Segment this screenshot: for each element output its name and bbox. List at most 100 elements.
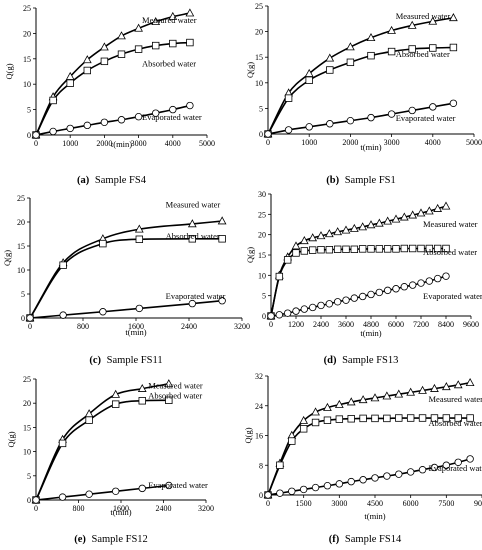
marker-triangle	[441, 382, 451, 391]
marker-circle	[111, 487, 120, 495]
y-tick-label: 15	[258, 251, 266, 260]
series-line	[267, 46, 454, 135]
y-tick-label: 20	[23, 399, 31, 408]
marker-square	[135, 235, 144, 243]
marker-triangle	[323, 402, 332, 411]
marker-square	[358, 245, 367, 253]
marker-square	[326, 66, 334, 74]
series-label: Absorbed water	[423, 247, 477, 257]
marker-square	[100, 57, 109, 66]
marker-square	[188, 235, 197, 243]
marker-triangle	[424, 206, 434, 215]
y-tick-label: 15	[23, 55, 31, 64]
x-tick-label: 5000	[466, 138, 482, 147]
marker-circle	[335, 480, 344, 488]
x-tick-label: 3000	[384, 138, 400, 147]
marker-circle	[347, 477, 355, 486]
marker-square	[466, 414, 474, 422]
series-label: Measured water	[142, 15, 197, 25]
marker-triangle	[416, 208, 426, 217]
marker-square	[308, 246, 317, 254]
marker-square	[66, 79, 74, 87]
marker-triangle	[134, 23, 143, 32]
marker-circle	[165, 481, 173, 490]
marker-circle	[323, 482, 332, 490]
marker-square	[186, 38, 194, 47]
marker-triangle	[291, 241, 301, 250]
y-tick-label: 5	[259, 104, 263, 113]
series-line	[270, 247, 446, 317]
x-tick-label: 3000	[131, 139, 147, 148]
y-tick-label: 5	[21, 290, 25, 299]
marker-triangle	[341, 225, 351, 234]
marker-triangle	[311, 407, 320, 416]
marker-triangle	[349, 223, 359, 232]
marker-circle	[117, 116, 126, 124]
plot-area: 0 1000 2000 3000 4000 5000 0 5 10 15 20 25 Measured …	[23, 4, 215, 148]
marker-triangle	[449, 13, 458, 22]
y-tick-label: 5	[262, 292, 266, 301]
marker-triangle	[151, 16, 161, 26]
marker-triangle	[407, 20, 417, 29]
marker-triangle	[428, 16, 438, 25]
series-label: Measured water	[396, 11, 451, 21]
caption: (c) Sample FS11	[89, 355, 162, 366]
y-tick-label: 20	[258, 231, 266, 240]
marker-circle	[417, 279, 425, 287]
caption-title: Sample FS12	[91, 534, 147, 545]
marker-circle	[375, 288, 384, 297]
caption: (a) Sample FS4	[77, 175, 147, 186]
marker-circle	[392, 285, 400, 293]
marker-circle	[267, 312, 275, 320]
x-axis-label: t(min)	[364, 511, 385, 521]
marker-triangle	[441, 201, 451, 210]
marker-triangle	[299, 415, 309, 424]
marker-square	[342, 245, 350, 254]
y-tick-label: 10	[255, 79, 263, 88]
marker-square	[292, 249, 300, 257]
marker-square	[333, 245, 342, 254]
marker-triangle	[333, 227, 343, 236]
marker-circle	[429, 103, 437, 111]
series-label: Measured water	[423, 219, 478, 229]
marker-circle	[311, 483, 320, 492]
y-tick-label: 0	[259, 491, 263, 500]
x-tick-label: 9000	[474, 499, 482, 508]
marker-triangle	[394, 389, 404, 398]
panel-fs14: 0 1500 3000 4500 6000 7500 9000 0 8 16 24 32 Measure…	[243, 372, 482, 545]
marker-triangle	[164, 379, 174, 388]
panel-fs12: 0 800 1600 2400 3200 0 5 10 15 20 25 Measured water…	[6, 375, 214, 545]
marker-circle	[305, 123, 313, 131]
x-tick-label: 0	[28, 322, 32, 331]
y-axis-label: Q(g)	[245, 247, 255, 263]
y-tick-label: 25	[23, 4, 31, 13]
marker-square	[311, 418, 320, 427]
y-tick-label: 20	[255, 28, 263, 37]
marker-triangle	[299, 236, 309, 245]
marker-circle	[99, 308, 107, 316]
marker-circle	[325, 300, 334, 308]
marker-square	[367, 51, 375, 60]
marker-square	[99, 239, 107, 248]
marker-triangle	[465, 377, 475, 386]
caption-title: Sample FS11	[107, 355, 163, 366]
marker-square	[392, 245, 400, 253]
marker-circle	[83, 121, 91, 130]
marker-square	[346, 58, 355, 67]
marker-square	[49, 96, 57, 105]
y-tick-label: 5	[27, 472, 31, 481]
marker-circle	[342, 296, 350, 304]
marker-square	[299, 425, 308, 433]
marker-triangle	[408, 210, 418, 219]
marker-circle	[408, 281, 417, 289]
y-tick-label: 25	[258, 210, 266, 219]
marker-circle	[359, 476, 367, 484]
marker-triangle	[346, 42, 355, 51]
y-tick-label: 32	[255, 372, 263, 381]
marker-circle	[466, 455, 474, 463]
marker-square	[350, 245, 359, 254]
marker-triangle	[117, 31, 126, 40]
marker-circle	[442, 272, 450, 280]
marker-circle	[346, 116, 355, 125]
marker-square	[408, 244, 417, 253]
